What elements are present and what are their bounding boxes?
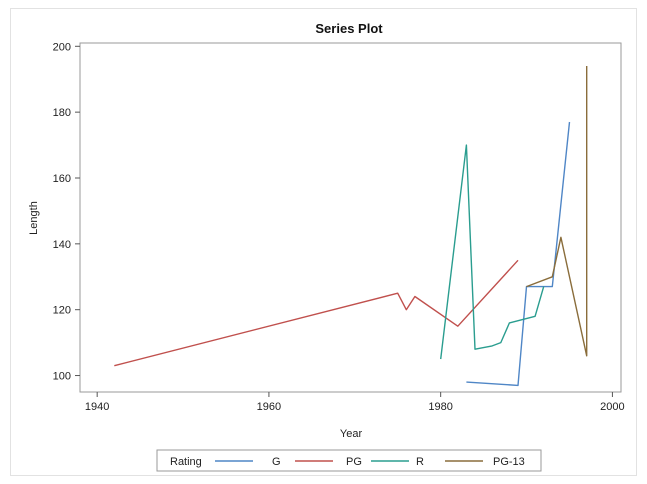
x-tick-label: 2000: [600, 401, 624, 413]
legend-label-pg-13: PG-13: [493, 456, 525, 468]
series-line-r: [440, 144, 545, 360]
legend-label-pg: PG: [346, 456, 362, 468]
plot-area-border: [79, 42, 622, 393]
legend-label-r: R: [416, 456, 424, 468]
y-tick-label: 100: [53, 371, 71, 383]
x-axis-label: Year: [340, 428, 363, 440]
x-tick-label: 1960: [257, 401, 281, 413]
y-tick-label: 200: [53, 41, 71, 53]
series-line-pg-13: [526, 66, 588, 357]
legend: Rating G PG R PG-13: [156, 449, 542, 472]
y-tick-label: 160: [53, 173, 71, 185]
series-line-pg: [114, 259, 519, 367]
chart-title: Series Plot: [315, 21, 383, 36]
legend-label-g: G: [272, 456, 281, 468]
y-axis-label: Length: [28, 201, 40, 235]
legend-box: [156, 449, 542, 472]
x-tick-label: 1940: [85, 401, 109, 413]
series-line-g: [466, 121, 571, 387]
series-layer: [114, 66, 588, 387]
y-tick-label: 180: [53, 107, 71, 119]
y-axis: 100 120 140 160 180 200: [53, 41, 80, 383]
legend-title: Rating: [170, 456, 202, 468]
x-tick-label: 1980: [428, 401, 452, 413]
legend-items: G PG R PG-13: [215, 456, 525, 468]
y-tick-label: 140: [53, 239, 71, 251]
chart-frame: [10, 8, 637, 476]
x-axis: 1940 1960 1980 2000: [85, 392, 625, 413]
y-tick-label: 120: [53, 305, 71, 317]
